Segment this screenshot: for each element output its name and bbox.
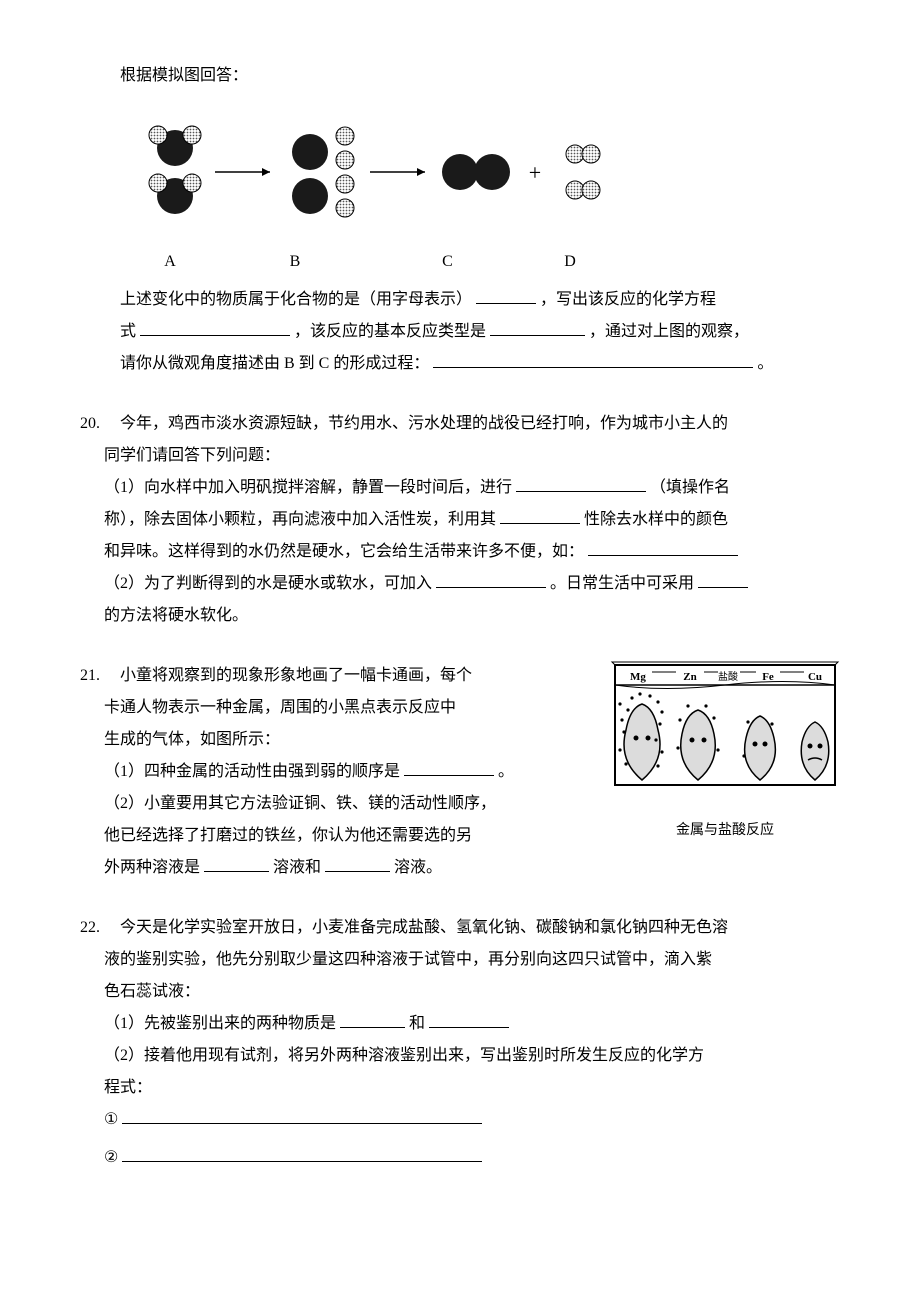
q19-molecule-diagram: + (120, 110, 840, 240)
svg-text:+: + (529, 160, 541, 185)
blank-type (490, 319, 585, 336)
q21-q1a: （1）四种金属的活动性由强到弱的顺序是 (104, 763, 400, 780)
q20-p1b: （填操作名 (650, 479, 730, 496)
q20-l2: 同学们请回答下列问题： (104, 447, 280, 464)
q22-q1b: 和 (409, 1015, 425, 1032)
q21-q1b: 。 (498, 763, 514, 780)
blank-add (436, 571, 546, 588)
q22-q2b: 程式： (104, 1079, 152, 1096)
q21-figure: Mg Zn 盐酸 Fe Cu (610, 660, 840, 845)
q19-intro: 根据模拟图回答： (80, 60, 840, 92)
q22-r2: ② (104, 1149, 118, 1166)
q22: 22.今天是化学实验室开放日，小麦准备完成盐酸、氢氧化钠、碳酸钠和氯化钠四种无色… (80, 912, 840, 1174)
svg-text:Zn: Zn (683, 671, 696, 683)
q20-num: 20. (80, 408, 120, 440)
q20-p1e: 和异味。这样得到的水仍然是硬水，它会给生活带来许多不便，如： (104, 543, 584, 560)
svg-text:盐酸: 盐酸 (718, 670, 738, 683)
q20-p1d: 性除去水样中的颜色 (584, 511, 728, 528)
q19-t1b: ，写出该反应的化学方程 (540, 291, 716, 308)
q21: 21.小童将观察到的现象形象地画了一幅卡通画，每个 卡通人物表示一种金属，周围的… (80, 660, 840, 884)
q21-l3: 生成的气体，如图所示： (104, 731, 280, 748)
q22-l2: 液的鉴别实验，他先分别取少量这四种溶液于试管中，再分别向这四只试管中，滴入紫 (104, 951, 712, 968)
q20-p1c: 称），除去固体小颗粒，再向滤液中加入活性炭，利用其 (104, 511, 496, 528)
label-b: B (220, 246, 370, 278)
q21-q2cc: 溶液。 (394, 859, 442, 876)
blank-op (516, 475, 646, 492)
q20-p2b: 。日常生活中可采用 (550, 575, 694, 592)
blank-sol1 (204, 855, 269, 872)
q19-t2a: 式 (120, 323, 136, 340)
q21-q2ca: 外两种溶液是 (104, 859, 200, 876)
q20-p2a: （2）为了判断得到的水是硬水或软水，可加入 (104, 575, 432, 592)
blank-process (433, 351, 753, 368)
blank-equation (140, 319, 290, 336)
q22-q2a: （2）接着他用现有试剂，将另外两种溶液鉴别出来，写出鉴别时所发生反应的化学方 (104, 1047, 704, 1064)
label-a: A (120, 246, 220, 278)
q20-p1a: （1）向水样中加入明矾搅拌溶解，静置一段时间后，进行 (104, 479, 512, 496)
blank-sub1 (340, 1011, 405, 1028)
q21-num: 21. (80, 660, 120, 692)
q19-t3b: 。 (757, 355, 773, 372)
q21-q2a: （2）小童要用其它方法验证铜、铁、镁的活动性顺序， (104, 795, 496, 812)
label-d: D (525, 246, 615, 278)
q19-t3a: 请你从微观角度描述由 B 到 C 的形成过程： (120, 355, 429, 372)
blank-eq2 (122, 1145, 482, 1162)
blank-inconv (588, 539, 738, 556)
q22-q1a: （1）先被鉴别出来的两种物质是 (104, 1015, 336, 1032)
q19-t2b: ，该反应的基本反应类型是 (294, 323, 486, 340)
svg-text:Cu: Cu (808, 671, 822, 683)
q21-l2: 卡通人物表示一种金属，周围的小黑点表示反应中 (104, 699, 456, 716)
q22-l3: 色石蕊试液： (104, 983, 200, 1000)
q21-q2b: 他已经选择了打磨过的铁丝，你认为他还需要选的另 (104, 827, 472, 844)
q21-q2cb: 溶液和 (273, 859, 321, 876)
blank-method (698, 571, 748, 588)
q19-t1a: 上述变化中的物质属于化合物的是（用字母表示） (120, 291, 472, 308)
blank-compound (476, 287, 536, 304)
blank-sub2 (429, 1011, 509, 1028)
label-c: C (370, 246, 525, 278)
q19-t2c: ，通过对上图的观察， (589, 323, 749, 340)
beaker-svg: Mg Zn 盐酸 Fe Cu (610, 660, 840, 800)
q21-caption: 金属与盐酸反应 (610, 817, 840, 845)
svg-text:Mg: Mg (630, 671, 646, 683)
q22-l1: 今天是化学实验室开放日，小麦准备完成盐酸、氢氧化钠、碳酸钠和氯化钠四种无色溶 (120, 919, 728, 936)
q20-l1: 今年，鸡西市淡水资源短缺，节约用水、污水处理的战役已经打响，作为城市小主人的 (120, 415, 728, 432)
molecule-svg: + (120, 110, 640, 240)
q20: 20.今年，鸡西市淡水资源短缺，节约用水、污水处理的战役已经打响，作为城市小主人… (80, 408, 840, 632)
q19-text: 上述变化中的物质属于化合物的是（用字母表示） ，写出该反应的化学方程 式 ，该反… (80, 284, 840, 380)
q22-r1: ① (104, 1111, 118, 1128)
blank-order (404, 759, 494, 776)
blank-eq1 (122, 1107, 482, 1124)
q19-labels: A B C D (120, 246, 840, 278)
q21-l1: 小童将观察到的现象形象地画了一幅卡通画，每个 (120, 667, 472, 684)
blank-prop (500, 507, 580, 524)
q19-diagram-block: 根据模拟图回答： (80, 60, 840, 380)
q22-num: 22. (80, 912, 120, 944)
blank-sol2 (325, 855, 390, 872)
svg-text:Fe: Fe (762, 671, 774, 683)
q20-p2c: 的方法将硬水软化。 (104, 607, 248, 624)
